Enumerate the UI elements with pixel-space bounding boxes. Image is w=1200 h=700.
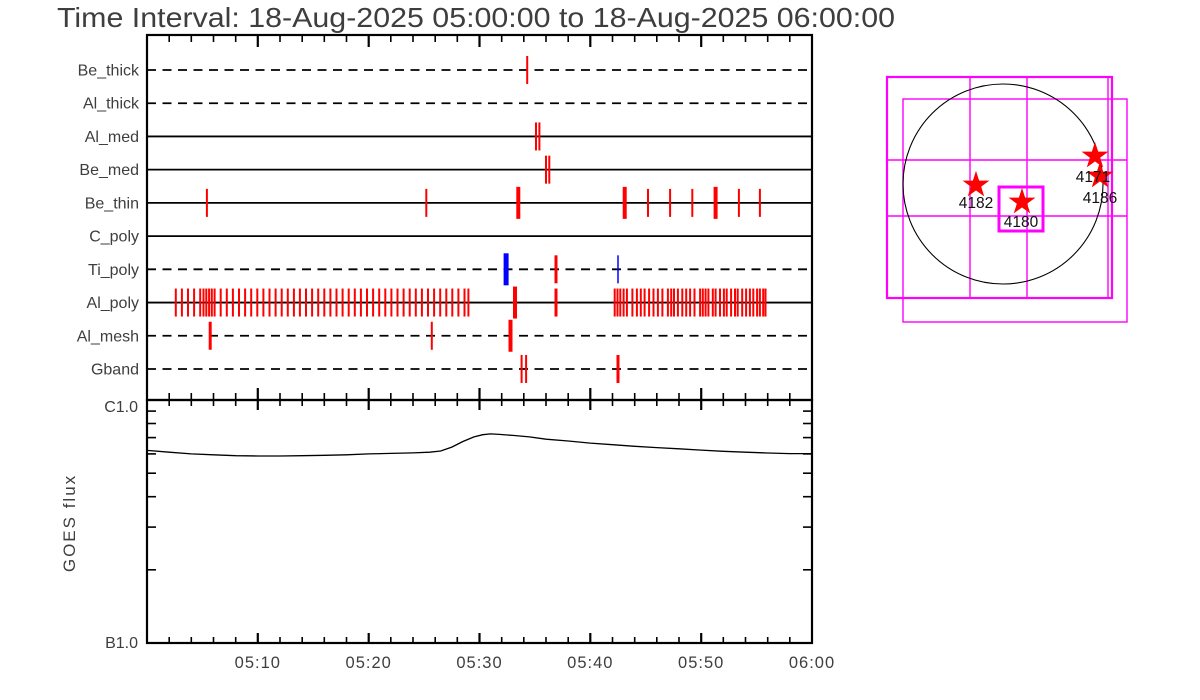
time-tick-label: 05:20: [346, 654, 392, 672]
goes-flux-plot: 05:10 05:20 05:30 05:40 05:50 06:00: [145, 398, 835, 672]
timeline-frame: [145, 33, 814, 402]
goes-ylabel: GOES flux: [60, 474, 79, 572]
filter-row-label: Be_thick: [78, 63, 140, 80]
filter-row-label: Al_poly: [87, 295, 139, 312]
filter-row-label: Ti_poly: [88, 262, 139, 279]
time-tick-label: 05:40: [567, 654, 613, 672]
flare-star: [1086, 161, 1114, 188]
filter-row-label: Be_thin: [85, 195, 139, 212]
filter-row-label: Al_mesh: [77, 328, 139, 345]
filter-row-label: Be_med: [79, 162, 139, 179]
filter-timeline-plot: Be_thick Al_thick Al_med Be_med Be_thin C_pol…: [77, 33, 814, 402]
time-tick-label: 06:00: [789, 654, 835, 672]
flare-label: 4180: [1004, 214, 1039, 231]
figure-title: Time Interval: 18-Aug-2025 05:00:00 to 1…: [57, 2, 895, 33]
pointing-map: 4182 4180 4171 4186: [885, 75, 1128, 323]
fov-box: [885, 75, 1114, 300]
time-tick-label: 05:50: [678, 654, 724, 672]
fov-box: [997, 185, 1045, 233]
flare-star: [1081, 141, 1109, 168]
flare-star: [1008, 187, 1036, 214]
flare-label: 4171: [1076, 169, 1110, 186]
solar-disk-circle: [902, 83, 1104, 285]
filter-row-label: Al_med: [85, 129, 139, 146]
goes-ytick-top-label: C1.0: [104, 399, 138, 416]
flare-label: 4182: [959, 195, 993, 212]
goes-ytick-bottom-label: B1.0: [105, 635, 138, 652]
filter-row-label: C_poly: [89, 229, 139, 246]
flare-label: 4186: [1083, 190, 1117, 207]
filter-row-label: Al_thick: [83, 96, 140, 113]
filter-row-label: Gband: [91, 361, 139, 378]
time-tick-label: 05:30: [456, 654, 502, 672]
flare-star: [962, 170, 990, 197]
fov-box: [902, 98, 1128, 323]
time-tick-label: 05:10: [235, 654, 281, 672]
goes-curve: [146, 433, 812, 457]
goes-frame: [145, 398, 814, 645]
